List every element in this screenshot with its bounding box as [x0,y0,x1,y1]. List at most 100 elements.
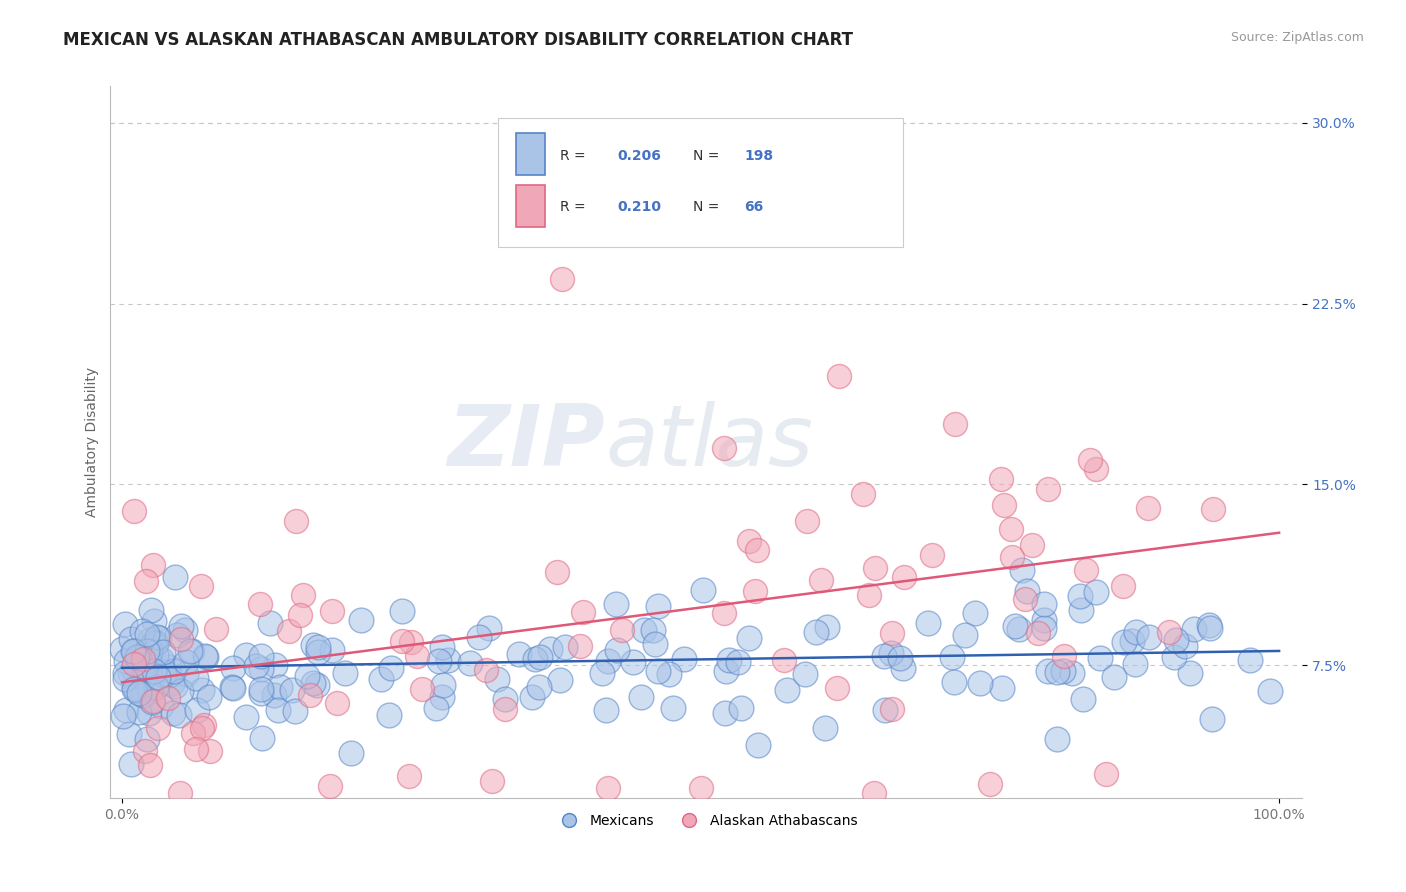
Point [136,732,159,747]
Point [481,774,503,789]
Point [128,686,150,700]
Point [284,514,307,528]
Point [115,703,138,717]
Point [198,744,221,758]
Point [152,665,174,679]
Point [134,662,156,676]
Point [943,675,966,690]
Text: Source: ZipAtlas.com: Source: ZipAtlas.com [1230,31,1364,45]
Point [1011,563,1033,577]
Point [993,498,1015,512]
Point [893,570,915,584]
Point [193,649,215,664]
Point [339,746,361,760]
Point [598,654,620,668]
Point [267,703,290,717]
Point [191,682,214,697]
Point [157,660,180,674]
Point [1021,538,1043,552]
Point [305,678,328,692]
FancyBboxPatch shape [516,185,546,227]
Point [122,644,145,658]
Point [235,648,257,663]
Point [184,672,207,686]
Text: 0.206: 0.206 [617,149,661,163]
Point [1125,625,1147,640]
Point [713,442,735,456]
Point [165,570,187,584]
Point [135,574,157,589]
Point [633,623,655,637]
Point [606,642,628,657]
Point [475,663,498,677]
Point [621,655,644,669]
Point [1202,502,1225,516]
Point [941,649,963,664]
Point [858,588,880,602]
Point [747,738,769,752]
Point [1137,630,1160,644]
Point [146,630,169,644]
Point [610,623,633,637]
Point [1123,657,1146,672]
Point [150,699,173,714]
Point [1084,585,1107,599]
Point [391,633,413,648]
Point [156,691,179,706]
Point [804,624,827,639]
Point [117,727,139,741]
Point [132,670,155,684]
Point [291,588,314,602]
Point [595,703,617,717]
Point [114,673,136,687]
Point [745,543,768,558]
Point [145,648,167,662]
Point [269,680,291,694]
Point [321,604,343,618]
Point [572,605,595,619]
Point [1069,589,1091,603]
Point [969,676,991,690]
Point [399,635,422,649]
Point [281,682,304,697]
Point [143,664,166,678]
Point [548,673,571,687]
Point [1071,691,1094,706]
Point [1260,683,1282,698]
Point [1114,634,1136,648]
Point [436,653,458,667]
Point [494,701,516,715]
Point [139,644,162,658]
Point [124,504,146,518]
Point [1094,767,1116,781]
Point [1157,625,1180,640]
Point [591,665,613,680]
Point [468,630,491,644]
Point [249,597,271,611]
Point [1088,651,1111,665]
Point [120,666,142,681]
Point [494,691,516,706]
Point [1174,640,1197,654]
Point [167,707,190,722]
Point [405,649,427,664]
Point [326,696,349,710]
Point [538,641,561,656]
Point [146,670,169,684]
Point [716,664,738,678]
Point [815,620,838,634]
Point [852,487,875,501]
Point [661,701,683,715]
Point [142,558,165,572]
Point [1062,665,1084,680]
Point [568,639,591,653]
Point [713,606,735,620]
Point [120,757,142,772]
Point [486,673,509,687]
Point [157,668,180,682]
Point [139,684,162,698]
Point [730,701,752,715]
Point [377,707,399,722]
Point [737,631,759,645]
Point [1007,622,1029,636]
